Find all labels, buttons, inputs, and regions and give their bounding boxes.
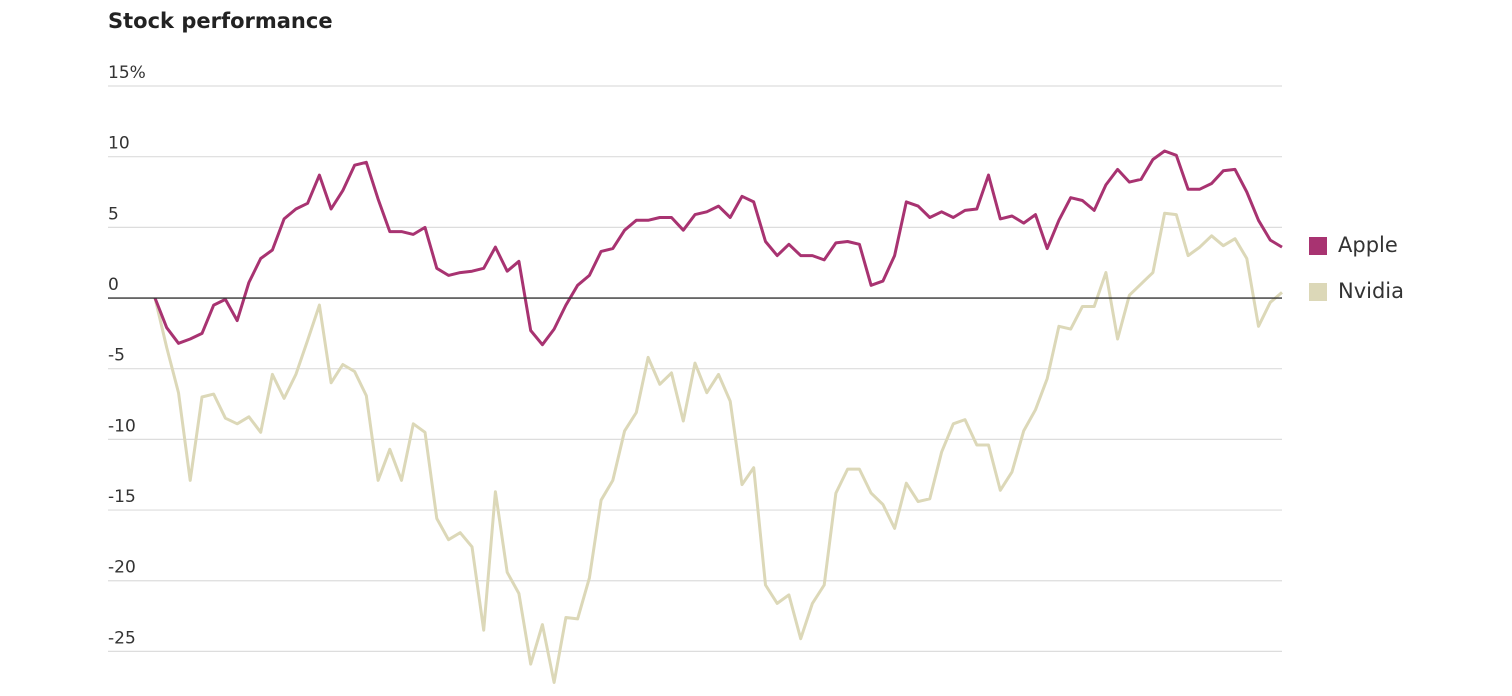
legend-label: Apple bbox=[1338, 233, 1398, 257]
legend-label: Nvidia bbox=[1338, 279, 1404, 303]
y-tick-label: 10 bbox=[108, 134, 130, 154]
legend-swatch bbox=[1309, 283, 1327, 301]
y-tick-label: -10 bbox=[108, 416, 136, 436]
y-tick-label: -25 bbox=[108, 628, 136, 648]
y-tick-label: 15% bbox=[108, 63, 146, 83]
series-line bbox=[153, 149, 1283, 347]
y-tick-label: -5 bbox=[108, 346, 125, 366]
legend-swatch bbox=[1309, 237, 1327, 255]
y-tick-label: 5 bbox=[108, 204, 119, 224]
y-tick-label: -20 bbox=[108, 558, 136, 578]
chart-title: Stock performance bbox=[108, 9, 333, 33]
y-tick-label: 0 bbox=[108, 275, 119, 295]
y-tick-label: -15 bbox=[108, 487, 136, 507]
series-line bbox=[153, 211, 1283, 684]
